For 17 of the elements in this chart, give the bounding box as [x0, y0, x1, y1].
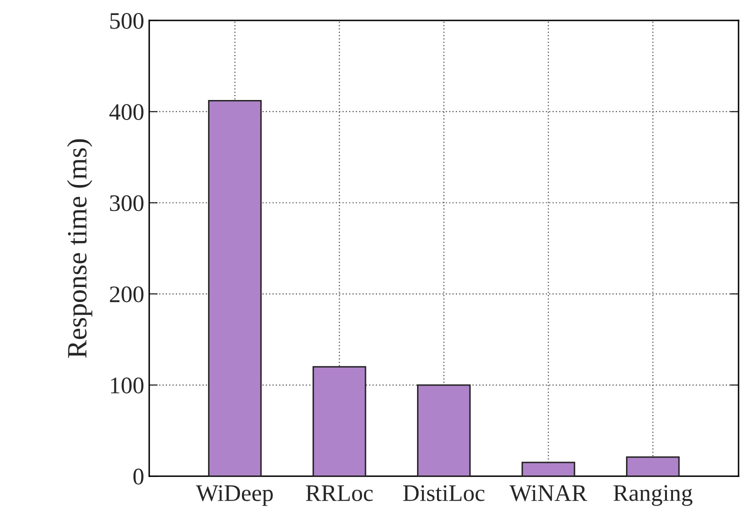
x-tick-label: WiNAR [510, 485, 588, 502]
bar [312, 366, 366, 476]
x-tick-label: Ranging [614, 485, 692, 506]
y-tick-label: 500 [110, 12, 144, 29]
y-tick-label: 200 [110, 286, 144, 302]
bar [626, 456, 680, 476]
y-tick-label: 300 [110, 195, 144, 212]
x-tick-label: RRLoc [306, 485, 373, 502]
x-tick-label: WiDeep [196, 485, 273, 506]
y-tick-label: 0 [133, 468, 144, 485]
bar [522, 462, 576, 476]
bar [208, 100, 262, 476]
y-tick-label: 400 [109, 104, 144, 120]
y-tick-label: 100 [111, 378, 144, 394]
y-axis-title: Response time (ms) [67, 139, 92, 358]
bar [417, 384, 471, 476]
x-tick-label: DistiLoc [403, 485, 484, 502]
